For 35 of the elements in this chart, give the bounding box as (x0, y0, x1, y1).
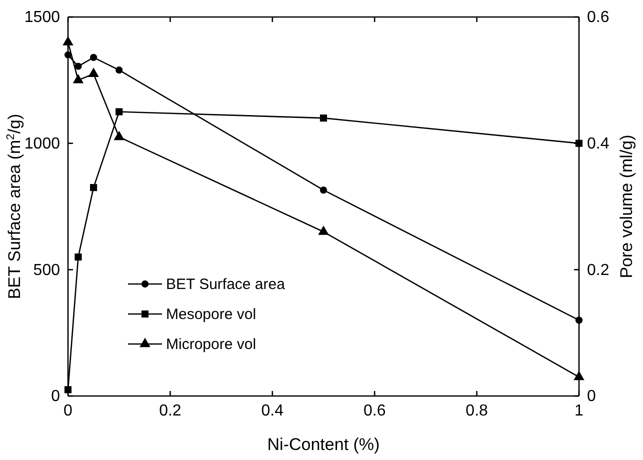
point (74, 253, 82, 261)
point (318, 226, 329, 235)
point (90, 184, 98, 192)
x-tick-label: 0.4 (261, 402, 284, 420)
y-tick-label: 1000 (24, 135, 60, 152)
y2-tick-label: 0 (587, 388, 596, 406)
x-tick-label: 0 (64, 402, 73, 420)
x-tick-label: 0.6 (363, 402, 386, 420)
point (64, 386, 72, 394)
x-tick-label: 1 (574, 402, 584, 420)
legend-label: BET Surface area (166, 276, 286, 293)
point (88, 68, 99, 77)
x-axis-title: Ni-Content (%) (267, 435, 380, 454)
y2-tick-label: 0.6 (587, 9, 610, 26)
point (64, 51, 72, 58)
x-tick-label: 0.8 (466, 402, 488, 420)
y-tick-label: 500 (33, 262, 60, 279)
point (114, 130, 124, 140)
point (116, 108, 123, 116)
legend-label: Micropore vol (166, 336, 256, 353)
legend-label: Mesopore vol (166, 306, 256, 323)
y2-tick-label: 0.4 (587, 135, 610, 152)
point (320, 186, 328, 194)
point (575, 316, 583, 324)
point (72, 74, 84, 84)
point (62, 36, 74, 46)
x-tick-label: 0.2 (159, 402, 182, 420)
y2-axis-title: Pore volume (ml/g) (617, 134, 636, 278)
y-tick-label: 0 (51, 388, 60, 406)
point (74, 62, 82, 70)
point (90, 54, 98, 61)
point (116, 66, 123, 74)
point (320, 114, 328, 122)
y-tick-label: 1500 (24, 9, 60, 26)
y2-tick-label: 0.2 (587, 262, 610, 279)
